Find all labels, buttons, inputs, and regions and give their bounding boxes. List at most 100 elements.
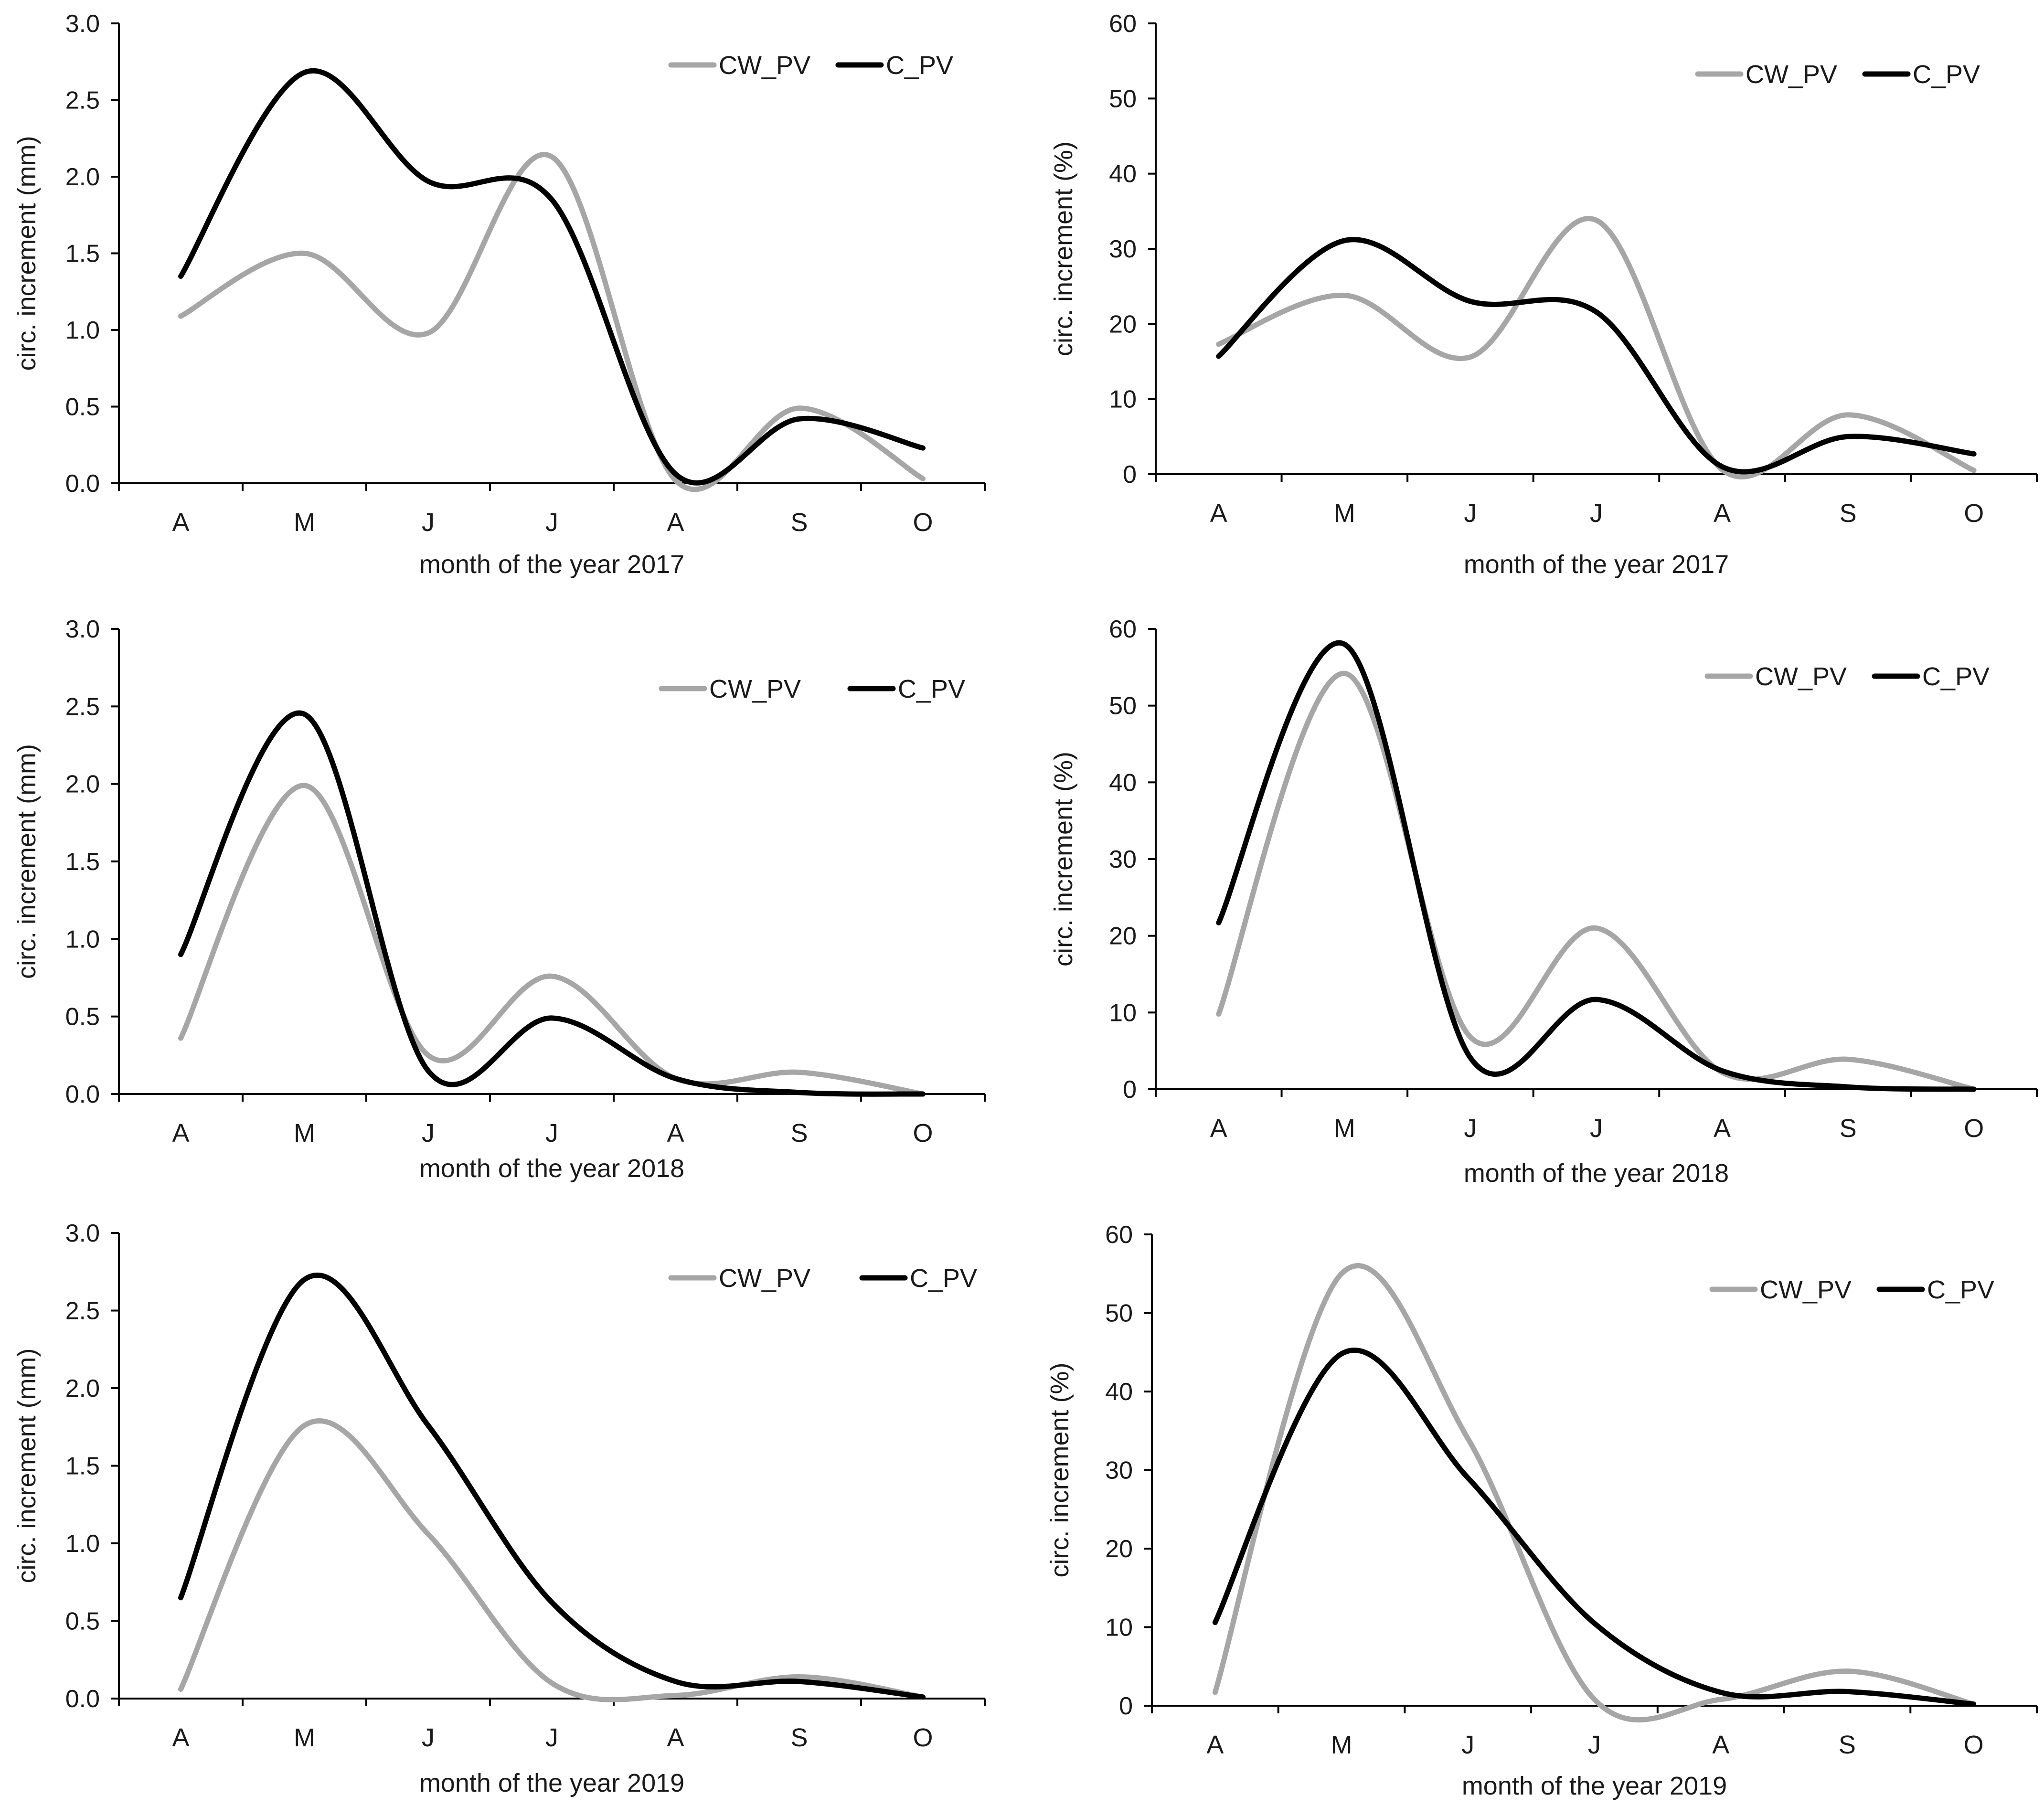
x-axis-title: month of the year 2018 (1464, 1159, 1729, 1188)
y-axis-title: circ. increment (mm) (12, 744, 41, 979)
x-tick-label: A (1714, 499, 1731, 528)
series-line-c-pv (1216, 640, 1977, 1092)
x-tick-label: M (1331, 1731, 1352, 1759)
x-tick-label: A (1714, 1114, 1731, 1143)
legend-label: C_PV (898, 675, 965, 703)
series-line-c-pv (1212, 1348, 1977, 1707)
y-tick-label: 0.0 (65, 1081, 100, 1108)
y-tick-label: 20 (1109, 923, 1137, 950)
y-tick-label: 50 (1105, 1300, 1133, 1328)
y-tick-label: 0.5 (65, 393, 100, 421)
y-tick-label: 3.0 (65, 616, 100, 643)
series-line-cw-pv (178, 783, 926, 1097)
x-axis-title: month of the year 2017 (1464, 550, 1729, 579)
series-line-c-pv (178, 1273, 926, 1700)
series-line-cw-pv (1216, 670, 1977, 1092)
x-tick-label: O (913, 1723, 933, 1752)
y-tick-label: 1.5 (65, 1453, 100, 1480)
x-tick-label: J (422, 508, 435, 537)
y-tick-label: 2.0 (65, 163, 100, 191)
x-tick-label: S (790, 508, 808, 537)
x-axis-title: month of the year 2019 (1462, 1772, 1727, 1800)
x-tick-label: O (1964, 1114, 1984, 1143)
legend-label: CW_PV (719, 1264, 810, 1293)
x-tick-label: J (422, 1723, 435, 1752)
legend-label: C_PV (886, 51, 953, 80)
y-tick-label: 10 (1109, 999, 1137, 1027)
y-tick-label: 30 (1109, 235, 1137, 263)
x-tick-label: A (1712, 1731, 1729, 1759)
y-tick-label: 10 (1105, 1614, 1133, 1642)
x-tick-label: A (1206, 1731, 1224, 1759)
legend-label: C_PV (1913, 60, 1980, 89)
y-tick-label: 3.0 (65, 10, 100, 38)
x-tick-label: J (1464, 1114, 1477, 1143)
y-tick-label: 0 (1123, 461, 1137, 489)
y-tick-label: 40 (1109, 769, 1137, 797)
x-axis-title: month of the year 2017 (419, 550, 684, 579)
y-tick-label: 0.5 (65, 1003, 100, 1031)
x-tick-label: J (1590, 1114, 1603, 1143)
y-tick-label: 0 (1123, 1076, 1137, 1104)
x-tick-label: S (1839, 1731, 1856, 1759)
x-tick-label: S (790, 1723, 808, 1752)
y-tick-label: 2.5 (65, 1297, 100, 1325)
x-tick-label: O (1964, 499, 1984, 528)
x-tick-label: J (545, 508, 558, 537)
y-tick-label: 3.0 (65, 1220, 100, 1247)
legend-label: CW_PV (709, 675, 801, 703)
y-tick-label: 60 (1109, 616, 1137, 643)
y-tick-label: 0.0 (65, 1685, 100, 1713)
y-tick-label: 1.0 (65, 925, 100, 953)
legend-label: CW_PV (719, 51, 810, 80)
x-tick-label: A (172, 1723, 189, 1752)
y-tick-label: 50 (1109, 85, 1137, 113)
series-line-cw-pv (1212, 1263, 1977, 1723)
y-tick-label: 20 (1105, 1535, 1133, 1563)
series-line-c-pv (178, 68, 926, 486)
x-tick-label: O (1964, 1731, 1984, 1759)
y-tick-label: 30 (1109, 846, 1137, 873)
y-tick-label: 1.5 (65, 240, 100, 268)
legend-label: CW_PV (1755, 662, 1847, 691)
x-axis-title: month of the year 2018 (419, 1154, 684, 1183)
y-axis-title: circ. increment (%) (1049, 752, 1078, 967)
legend-label: C_PV (1927, 1275, 1994, 1304)
legend-label: C_PV (910, 1264, 977, 1293)
x-tick-label: A (667, 1119, 684, 1147)
x-tick-label: M (294, 1723, 315, 1752)
y-tick-label: 50 (1109, 692, 1137, 720)
x-tick-label: M (1334, 1114, 1355, 1143)
x-tick-label: J (422, 1119, 435, 1147)
x-axis-title: month of the year 2019 (419, 1769, 684, 1797)
y-tick-label: 10 (1109, 386, 1137, 414)
y-tick-label: 1.0 (65, 1530, 100, 1558)
x-tick-label: J (1590, 499, 1603, 528)
x-tick-label: M (1334, 499, 1355, 528)
y-tick-label: 60 (1109, 10, 1137, 38)
series-line-c-pv (178, 710, 926, 1097)
y-tick-label: 2.5 (65, 87, 100, 115)
series-line-cw-pv (1216, 216, 1977, 480)
y-tick-label: 40 (1105, 1378, 1133, 1406)
y-tick-label: 60 (1105, 1221, 1133, 1249)
legend-label: CW_PV (1760, 1275, 1852, 1304)
series-line-c-pv (1216, 237, 1977, 475)
x-tick-label: A (1210, 499, 1227, 528)
y-tick-label: 2.0 (65, 771, 100, 798)
y-tick-label: 0.0 (65, 470, 100, 498)
x-tick-label: S (790, 1119, 808, 1147)
y-tick-label: 40 (1109, 160, 1137, 188)
x-tick-label: J (1464, 499, 1477, 528)
x-tick-label: A (172, 1119, 189, 1147)
x-tick-label: A (172, 508, 189, 537)
y-axis-title: circ. increment (mm) (12, 1348, 41, 1583)
y-tick-label: 2.0 (65, 1375, 100, 1402)
x-tick-label: S (1840, 1114, 1857, 1143)
